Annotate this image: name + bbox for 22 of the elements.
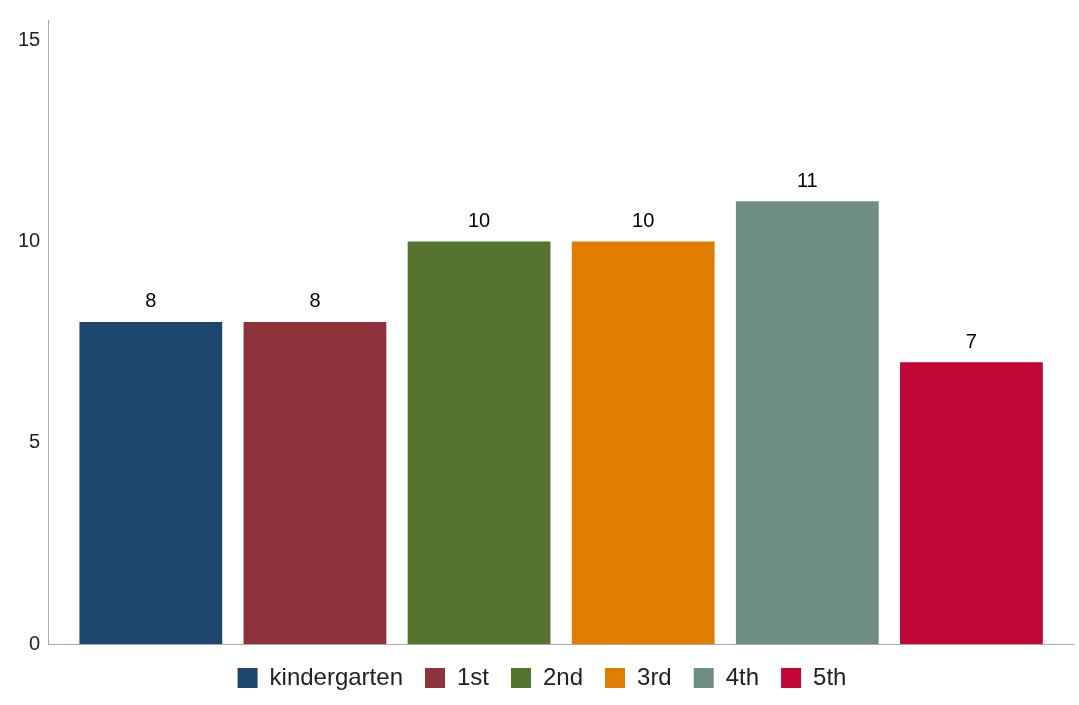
legend-label: 2nd bbox=[542, 662, 584, 690]
y-tick-label: 15 bbox=[18, 27, 41, 50]
legend-label: kindergarten bbox=[269, 662, 403, 690]
bar bbox=[243, 321, 387, 644]
y-tick-label: 0 bbox=[29, 631, 41, 654]
data-label: 8 bbox=[145, 289, 157, 312]
bar bbox=[407, 241, 551, 644]
bar bbox=[571, 241, 715, 644]
data-label: 8 bbox=[309, 289, 321, 312]
legend-label: 3rd bbox=[637, 662, 672, 690]
data-label: 10 bbox=[632, 208, 655, 231]
bar bbox=[79, 321, 223, 644]
data-label: 11 bbox=[796, 168, 818, 191]
legend-label: 1st bbox=[456, 662, 490, 690]
data-label: 7 bbox=[965, 329, 977, 352]
y-tick-label: 5 bbox=[29, 430, 41, 453]
bar bbox=[735, 201, 879, 644]
y-tick-label: 10 bbox=[18, 228, 41, 251]
legend-label: 5th bbox=[813, 662, 847, 690]
legend-label: 4th bbox=[725, 662, 760, 690]
bar bbox=[900, 362, 1043, 644]
data-label: 10 bbox=[467, 208, 491, 231]
